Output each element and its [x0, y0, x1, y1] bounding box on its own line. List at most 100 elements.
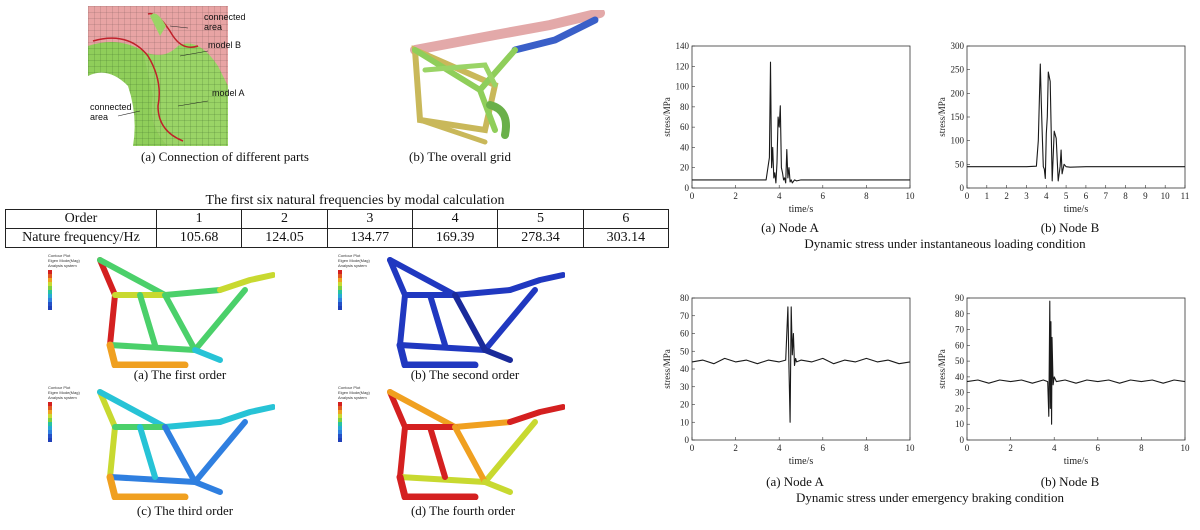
frame-tube	[427, 292, 448, 348]
y-tick-label: 70	[955, 325, 965, 335]
y-tick-label: 80	[680, 102, 690, 112]
frame-tube	[137, 292, 158, 348]
x-tick-label: 10	[906, 443, 916, 453]
frame-tube	[162, 424, 198, 485]
legend-swatch	[48, 306, 52, 310]
legend-swatch	[338, 426, 342, 430]
y-tick-label: 60	[680, 122, 690, 132]
x-tick-label: 4	[1052, 443, 1057, 453]
plot-frame	[691, 45, 911, 189]
table-cell-order: 3	[326, 209, 413, 229]
legend-swatch	[338, 278, 342, 282]
y-tick-label: 30	[680, 382, 690, 392]
chart-instantaneous-node-a: 0 2 4 6 8 10020406080100120140time/sstress/MP…	[662, 41, 915, 215]
chart-instantaneous-node-b: 0 1 2 3 4 5 6 7 8 9 10 11 0 50 100 150 200 250 300 time/s st…	[937, 41, 1190, 215]
y-tick-label: 250	[951, 65, 965, 75]
y-tick-label: 10	[955, 419, 965, 429]
caption-chart-3: (a) Node A	[766, 474, 824, 489]
legend-swatch	[338, 434, 342, 438]
legend-swatch	[338, 302, 342, 306]
mode-shape-1: Contour Plot Eigen Mode(Mag) Analysis syst…	[45, 250, 276, 369]
legend-swatch	[48, 302, 52, 306]
table-cell-order: 1	[155, 209, 243, 229]
x-axis-label: time/s	[789, 456, 814, 467]
frame-tube	[192, 347, 223, 363]
caption-mode-4: (d) The fourth order	[410, 503, 516, 518]
y-tick-label: 40	[680, 364, 690, 374]
stress-series-line	[691, 306, 911, 423]
overall-grid-figure	[385, 8, 605, 148]
legend-swatch	[48, 298, 52, 302]
caption-mode-1: (a) The first order	[133, 367, 227, 382]
caption-chart-4: (b) Node B	[1040, 474, 1100, 489]
y-tick-label: 100	[676, 82, 690, 92]
stress-series-line	[967, 63, 1185, 182]
frame-tube	[106, 341, 189, 369]
legend-swatch	[48, 426, 52, 430]
y-tick-label: 60	[680, 329, 690, 339]
table-cell-frequency: 169.39	[411, 228, 499, 248]
y-tick-label: 80	[680, 293, 690, 303]
legend-swatch	[48, 294, 52, 298]
frame-tube	[507, 272, 566, 293]
y-axis-label: stress/MPa	[662, 97, 672, 137]
x-tick-label: 6	[1084, 191, 1089, 201]
legend-swatch	[338, 298, 342, 302]
frame-tube	[452, 424, 488, 485]
x-tick-label: 2	[1008, 443, 1013, 453]
caption-chart-2: (b) Node B	[1040, 220, 1100, 235]
y-tick-label: 300	[951, 41, 965, 51]
y-tick-label: 50	[680, 346, 690, 356]
x-tick-label: 0	[965, 443, 970, 453]
mode-shape-image	[48, 257, 276, 369]
x-tick-label: 8	[864, 191, 869, 201]
legend-swatch	[48, 430, 52, 434]
legend-swatch	[338, 410, 342, 414]
frame-tube	[217, 272, 276, 293]
x-tick-label: 8	[1139, 443, 1144, 453]
contour-legend: Contour Plot Eigen Mode(Mag) Analysis syst…	[338, 253, 370, 268]
legend-swatch	[48, 278, 52, 282]
y-axis-label: stress/MPa	[937, 97, 947, 137]
y-tick-label: 0	[685, 435, 690, 445]
legend-swatch	[338, 274, 342, 278]
mode-shape-image	[48, 389, 276, 501]
x-tick-label: 9	[1143, 191, 1148, 201]
y-tick-label: 0	[685, 183, 690, 193]
plot-frame	[691, 297, 911, 441]
frame-tube	[387, 389, 513, 430]
x-axis-label: time/s	[789, 204, 814, 215]
legend-swatch	[338, 406, 342, 410]
legend-swatch	[48, 410, 52, 414]
connection-figure	[88, 6, 228, 146]
y-tick-label: 40	[955, 372, 965, 382]
y-tick-label: 140	[676, 41, 690, 51]
y-tick-label: 200	[951, 88, 965, 98]
x-axis-label: time/s	[1064, 456, 1089, 467]
x-tick-label: 8	[1123, 191, 1128, 201]
frame-tube	[162, 292, 198, 353]
contour-legend: Contour Plot Eigen Mode(Mag) Analysis syst…	[48, 385, 80, 400]
table-cell-frequency: 278.34	[497, 228, 584, 248]
x-tick-label: 1	[985, 191, 990, 201]
x-tick-label: 10	[1181, 443, 1191, 453]
x-tick-label: 4	[777, 443, 782, 453]
chart-braking-node-a: 0 2 4 6 8 10 0 10 20 30 40 50 60 70 80 time/s stress/MPa	[662, 293, 916, 467]
y-tick-label: 120	[676, 61, 690, 71]
legend-swatch	[338, 286, 342, 290]
legend-swatch	[338, 306, 342, 310]
legend-swatch	[48, 414, 52, 418]
legend-swatch	[338, 438, 342, 442]
x-tick-label: 6	[1096, 443, 1101, 453]
x-tick-label: 11	[1181, 191, 1190, 201]
frame-tube	[452, 292, 488, 353]
y-tick-label: 90	[955, 293, 965, 303]
table-cell-order: 5	[497, 209, 584, 229]
table-cell-frequency: 134.77	[326, 228, 413, 248]
contour-legend: Contour Plot Eigen Mode(Mag) Analysis syst…	[338, 385, 370, 400]
x-tick-label: 7	[1103, 191, 1108, 201]
legend-swatch	[48, 286, 52, 290]
y-tick-label: 80	[955, 309, 965, 319]
label-model-a: model A	[212, 88, 245, 98]
title-braking: Dynamic stress under emergency braking c…	[796, 490, 1064, 505]
